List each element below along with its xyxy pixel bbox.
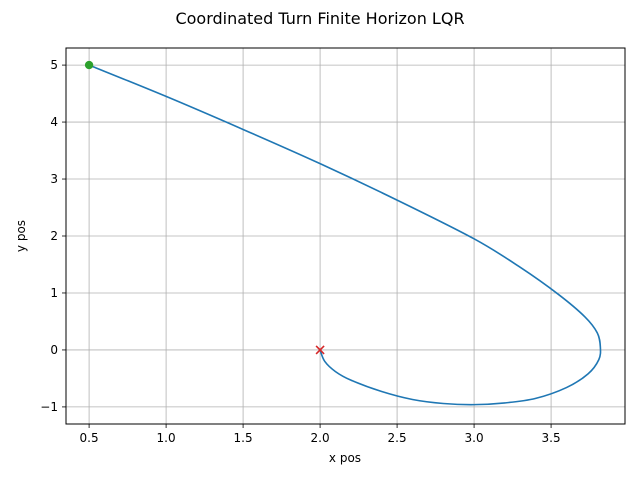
y-tick-label: −1 [40, 400, 58, 414]
chart-title: Coordinated Turn Finite Horizon LQR [175, 9, 464, 28]
x-tick-label: 3.5 [542, 431, 561, 445]
x-tick-label: 1.0 [157, 431, 176, 445]
x-tick-label: 3.0 [465, 431, 484, 445]
ticks: 0.5 1.0 1.5 2.0 2.5 3.0 3.5 −1 0 1 2 3 4 5 [40, 58, 560, 445]
x-tick-label: 0.5 [80, 431, 99, 445]
plot-area [84, 60, 602, 406]
y-axis-label: y pos [14, 220, 28, 252]
x-tick-label: 2.0 [311, 431, 330, 445]
start-marker [84, 60, 94, 70]
y-tick-label: 1 [50, 286, 58, 300]
y-tick-label: 0 [50, 343, 58, 357]
end-marker [315, 345, 325, 355]
trajectory-line [88, 64, 602, 406]
end-marker-stroke [315, 345, 325, 355]
y-tick-label: 2 [50, 229, 58, 243]
y-tick-label: 4 [50, 115, 58, 129]
x-tick-label: 1.5 [234, 431, 253, 445]
x-tick-label: 2.5 [388, 431, 407, 445]
y-tick-label: 5 [50, 58, 58, 72]
y-tick-label: 3 [50, 172, 58, 186]
grid [66, 48, 625, 424]
x-axis-label: x pos [329, 451, 361, 465]
